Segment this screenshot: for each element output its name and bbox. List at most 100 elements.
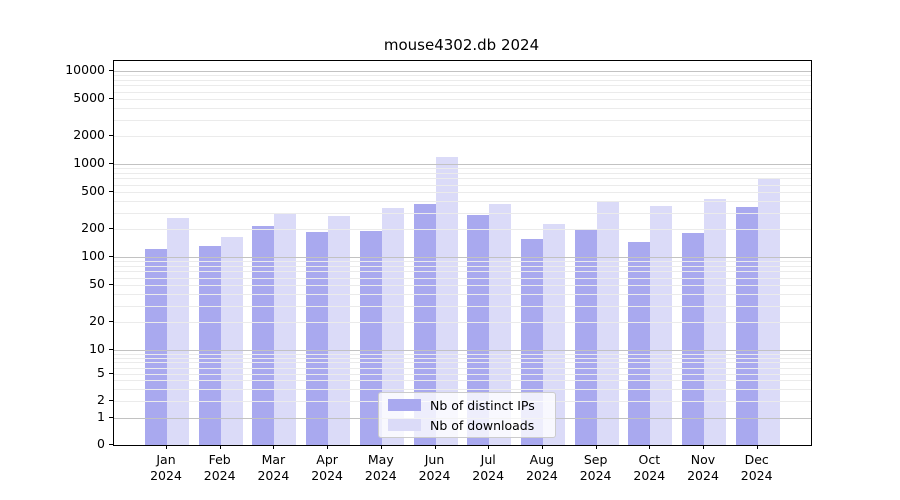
y-gridline-minor <box>114 99 811 100</box>
y-gridline-minor <box>114 212 811 214</box>
x-tick-year: 2024 <box>633 468 666 483</box>
y-gridline-minor <box>114 277 811 279</box>
y-gridline-minor <box>114 261 811 263</box>
x-tick-mark <box>703 445 704 449</box>
x-tick-mark <box>327 445 329 449</box>
bar-downloads-jan <box>167 217 189 445</box>
y-tick-mark <box>109 98 113 99</box>
x-tick-year: 2024 <box>472 468 505 483</box>
bar-downloads-dec <box>757 179 780 445</box>
x-tick-label: Dec 2024 <box>727 452 787 484</box>
x-tick-year: 2024 <box>311 468 343 483</box>
y-tick-label: 100 <box>81 248 105 263</box>
x-tick-year: 2024 <box>579 468 612 483</box>
y-gridline-minor <box>114 136 811 137</box>
x-tick-mark <box>166 445 167 449</box>
legend-item-distinct-ips: Nb of distinct IPs <box>388 398 546 413</box>
y-tick-label: 5 <box>97 364 105 380</box>
y-tick-label: 0 <box>97 436 105 451</box>
y-gridline-minor <box>114 357 811 359</box>
bar-distinct-ips-oct <box>628 242 651 445</box>
bar-distinct-ips-jul <box>467 215 490 445</box>
x-tick-label: Sep 2024 <box>566 452 626 484</box>
y-tick-mark <box>109 135 113 136</box>
y-tick-label: 200 <box>81 220 105 235</box>
x-tick-month: Sep <box>583 452 608 467</box>
bar-distinct-ips-jun <box>413 203 436 445</box>
y-gridline-minor <box>114 322 811 323</box>
x-tick-year: 2024 <box>418 468 451 483</box>
x-tick-mark <box>756 445 758 449</box>
x-tick-mark <box>434 445 436 449</box>
y-tick-mark <box>109 417 113 419</box>
x-tick-year: 2024 <box>740 468 773 483</box>
x-tick-label: May 2024 <box>351 452 411 484</box>
x-tick-year: 2024 <box>150 468 182 483</box>
y-gridline-minor <box>114 85 811 87</box>
x-tick-mark <box>488 445 490 449</box>
x-tick-month: Mar <box>261 452 286 467</box>
bar-downloads-may <box>381 208 404 445</box>
y-gridline-minor <box>114 362 811 364</box>
y-tick-label: 10000 <box>65 62 105 77</box>
x-tick-mark <box>649 445 651 449</box>
y-gridline-minor <box>114 367 811 369</box>
x-tick-year: 2024 <box>687 468 719 483</box>
y-gridline-minor <box>114 75 811 77</box>
y-gridline-major <box>114 257 811 258</box>
legend-label-downloads: Nb of downloads <box>430 417 535 433</box>
y-gridline-minor <box>114 266 811 267</box>
bar-distinct-ips-sep <box>574 229 597 445</box>
x-tick-month: Dec <box>744 452 769 467</box>
y-tick-mark <box>109 163 113 164</box>
bar-distinct-ips-jan <box>145 249 167 445</box>
x-tick-year: 2024 <box>257 468 290 483</box>
chart-title: mouse4302.db 2024 <box>383 36 540 54</box>
x-tick-year: 2024 <box>364 468 397 483</box>
x-tick-month: May <box>367 452 394 467</box>
x-tick-label: Jul 2024 <box>458 452 518 484</box>
bar-downloads-feb <box>220 237 243 445</box>
bar-downloads-jul <box>489 204 512 445</box>
x-tick-month: Aug <box>529 452 555 467</box>
y-gridline-minor <box>114 305 811 307</box>
y-gridline-minor <box>114 108 811 109</box>
y-gridline-major <box>114 71 811 72</box>
x-tick-label: Aug 2024 <box>512 452 572 484</box>
x-tick-label: Mar 2024 <box>243 452 303 484</box>
bar-downloads-oct <box>650 206 673 445</box>
x-tick-year: 2024 <box>525 468 558 483</box>
y-tick-mark <box>109 444 113 445</box>
y-gridline-minor <box>114 389 811 391</box>
y-tick-mark <box>109 191 113 192</box>
y-gridline-minor <box>114 285 811 286</box>
y-tick-label: 10 <box>89 341 105 356</box>
y-tick-mark <box>109 256 113 257</box>
bar-distinct-ips-apr <box>306 231 329 445</box>
x-tick-label: Feb 2024 <box>190 452 250 484</box>
x-tick-year: 2024 <box>203 468 236 483</box>
x-tick-label: Jan 2024 <box>136 452 196 484</box>
x-tick-month: Feb <box>208 452 231 467</box>
y-tick-mark <box>109 349 113 350</box>
y-gridline-minor <box>114 201 811 202</box>
y-gridline-minor <box>114 173 811 174</box>
y-tick-mark <box>109 284 113 285</box>
y-gridline-minor <box>114 91 811 93</box>
y-tick-mark <box>109 70 113 71</box>
bar-distinct-ips-nov <box>682 232 704 445</box>
y-tick-label: 1 <box>97 409 105 425</box>
y-tick-mark <box>109 400 113 402</box>
x-tick-month: Jan <box>156 452 176 467</box>
bar-distinct-ips-may <box>359 230 382 445</box>
y-gridline-minor <box>114 168 811 170</box>
x-tick-month: Nov <box>690 452 716 467</box>
y-gridline-minor <box>114 380 811 382</box>
y-gridline-minor <box>114 294 811 295</box>
x-tick-month: Oct <box>638 452 661 467</box>
x-tick-mark <box>219 445 221 449</box>
y-gridline-major <box>114 164 811 165</box>
legend-swatch-distinct-ips <box>388 399 421 411</box>
y-tick-label: 5000 <box>73 90 105 105</box>
